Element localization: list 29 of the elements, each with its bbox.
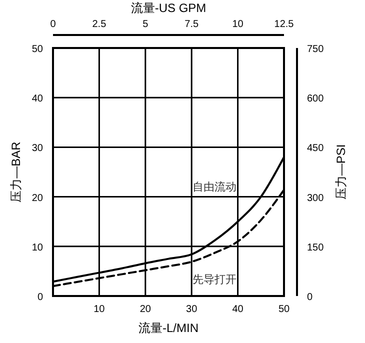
x2-axis-title: 流量-US GPM <box>130 1 206 15</box>
x-axis-title: 流量-L/MIN <box>138 321 198 335</box>
y2-tick-label: 450 <box>307 143 324 154</box>
x2-tick-label: 10 <box>232 19 244 30</box>
x-tick-label: 30 <box>186 304 198 315</box>
x2-tick-label: 5 <box>142 19 149 30</box>
x-tick-label: 20 <box>140 304 152 315</box>
y-tick-label: 30 <box>32 143 44 154</box>
x2-tick-label: 0 <box>50 19 56 30</box>
x2-tick-label: 2.5 <box>92 19 107 30</box>
y2-tick-label: 600 <box>307 94 324 105</box>
y-tick-label: 40 <box>32 94 44 105</box>
y2-tick-label: 0 <box>307 292 313 303</box>
series-label: 自由流动 <box>192 180 237 194</box>
y2-tick-label: 750 <box>307 44 324 55</box>
y-tick-label: 50 <box>32 44 44 55</box>
series-label: 先导打开 <box>192 272 237 286</box>
y2-tick-label: 300 <box>307 192 324 204</box>
x-tick-label: 40 <box>232 304 244 315</box>
x2-tick-label: 12.5 <box>274 19 294 30</box>
x-tick-label: 10 <box>94 304 106 315</box>
x-tick-label: 50 <box>278 304 290 315</box>
y-tick-label: 20 <box>32 192 44 204</box>
y-axis-title: 压力—BAR <box>9 141 23 202</box>
y2-tick-label: 150 <box>307 242 324 254</box>
y-tick-label: 0 <box>37 292 44 303</box>
y-tick-label: 10 <box>32 242 44 254</box>
y2-axis-title: 压力—PSI <box>334 144 348 200</box>
x2-tick-label: 7.5 <box>184 19 199 30</box>
